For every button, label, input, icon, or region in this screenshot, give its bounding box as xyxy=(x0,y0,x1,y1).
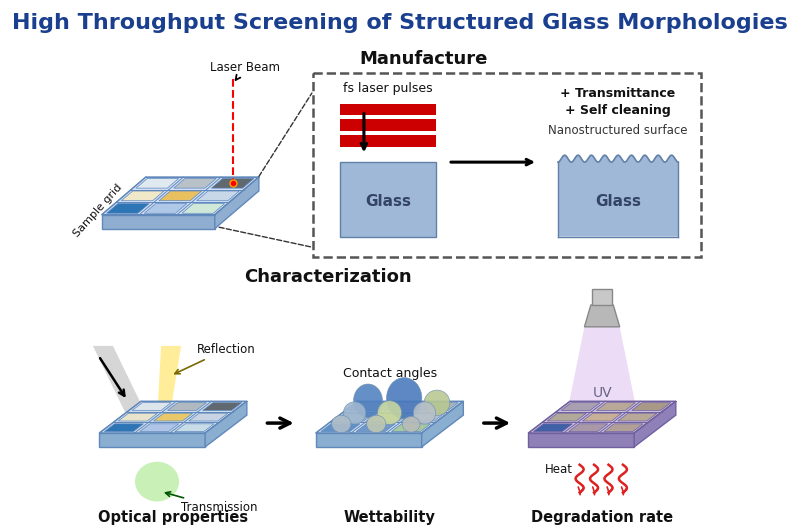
Polygon shape xyxy=(99,401,247,433)
Polygon shape xyxy=(316,401,463,433)
Polygon shape xyxy=(422,401,463,447)
Text: Reflection: Reflection xyxy=(175,343,256,374)
Polygon shape xyxy=(597,403,635,410)
Polygon shape xyxy=(102,215,214,229)
FancyBboxPatch shape xyxy=(340,135,436,147)
Polygon shape xyxy=(202,403,242,410)
Text: Manufacture: Manufacture xyxy=(360,50,488,68)
Text: Optical properties: Optical properties xyxy=(98,510,248,525)
Polygon shape xyxy=(99,433,205,447)
Polygon shape xyxy=(534,424,573,431)
Text: Glass: Glass xyxy=(365,194,411,209)
Polygon shape xyxy=(144,204,187,213)
Polygon shape xyxy=(349,403,388,410)
Polygon shape xyxy=(528,433,634,447)
Polygon shape xyxy=(370,413,409,421)
Text: + Self cleaning: + Self cleaning xyxy=(566,104,671,117)
Polygon shape xyxy=(140,424,178,431)
Polygon shape xyxy=(106,204,150,213)
Polygon shape xyxy=(159,191,202,201)
Polygon shape xyxy=(334,413,374,421)
Polygon shape xyxy=(391,424,430,431)
Polygon shape xyxy=(102,177,259,215)
Polygon shape xyxy=(569,424,608,431)
Polygon shape xyxy=(174,178,216,188)
Polygon shape xyxy=(384,403,423,410)
Polygon shape xyxy=(419,403,458,410)
Text: Degradation rate: Degradation rate xyxy=(531,510,673,525)
FancyBboxPatch shape xyxy=(340,119,436,131)
Text: Heat: Heat xyxy=(545,463,573,476)
Polygon shape xyxy=(211,178,254,188)
Polygon shape xyxy=(321,424,360,431)
Polygon shape xyxy=(632,403,670,410)
Text: Contact angles: Contact angles xyxy=(342,367,437,380)
Ellipse shape xyxy=(343,402,366,424)
Polygon shape xyxy=(582,413,622,421)
Text: Nanostructured surface: Nanostructured surface xyxy=(548,124,688,137)
Ellipse shape xyxy=(135,462,179,502)
Polygon shape xyxy=(634,401,676,447)
Text: Transmission: Transmission xyxy=(166,492,258,514)
Ellipse shape xyxy=(424,390,450,416)
Text: Glass: Glass xyxy=(595,194,641,209)
Polygon shape xyxy=(618,413,657,421)
Text: Laser Beam: Laser Beam xyxy=(210,61,280,80)
Polygon shape xyxy=(118,413,158,421)
Text: Wettability: Wettability xyxy=(344,510,435,525)
Polygon shape xyxy=(182,204,225,213)
Polygon shape xyxy=(189,413,228,421)
Text: High Throughput Screening of Structured Glass Morphologies: High Throughput Screening of Structured … xyxy=(12,13,788,33)
FancyBboxPatch shape xyxy=(593,289,612,305)
Text: fs laser pulses: fs laser pulses xyxy=(343,82,433,95)
Text: + Transmittance: + Transmittance xyxy=(561,87,676,100)
Polygon shape xyxy=(564,327,640,428)
Ellipse shape xyxy=(386,378,422,419)
Polygon shape xyxy=(528,401,676,433)
Polygon shape xyxy=(197,191,239,201)
Polygon shape xyxy=(93,346,149,420)
Text: UV: UV xyxy=(592,386,612,400)
Polygon shape xyxy=(154,413,193,421)
Text: Characterization: Characterization xyxy=(244,268,412,286)
Ellipse shape xyxy=(366,416,386,433)
Text: Sample grid: Sample grid xyxy=(71,182,124,239)
Polygon shape xyxy=(157,346,181,420)
Polygon shape xyxy=(132,403,171,410)
Polygon shape xyxy=(122,191,164,201)
Ellipse shape xyxy=(332,416,351,433)
Polygon shape xyxy=(175,424,214,431)
Ellipse shape xyxy=(354,384,382,417)
FancyBboxPatch shape xyxy=(340,103,436,116)
Polygon shape xyxy=(136,178,178,188)
Ellipse shape xyxy=(402,417,420,432)
FancyBboxPatch shape xyxy=(340,162,436,237)
Polygon shape xyxy=(406,413,444,421)
Polygon shape xyxy=(205,401,247,447)
Polygon shape xyxy=(547,413,586,421)
Polygon shape xyxy=(356,424,395,431)
Polygon shape xyxy=(604,424,643,431)
Polygon shape xyxy=(214,177,259,229)
Polygon shape xyxy=(167,403,206,410)
Polygon shape xyxy=(585,305,620,327)
Polygon shape xyxy=(561,403,600,410)
Ellipse shape xyxy=(378,401,402,425)
Polygon shape xyxy=(104,424,143,431)
Polygon shape xyxy=(316,433,422,447)
Ellipse shape xyxy=(414,402,436,424)
